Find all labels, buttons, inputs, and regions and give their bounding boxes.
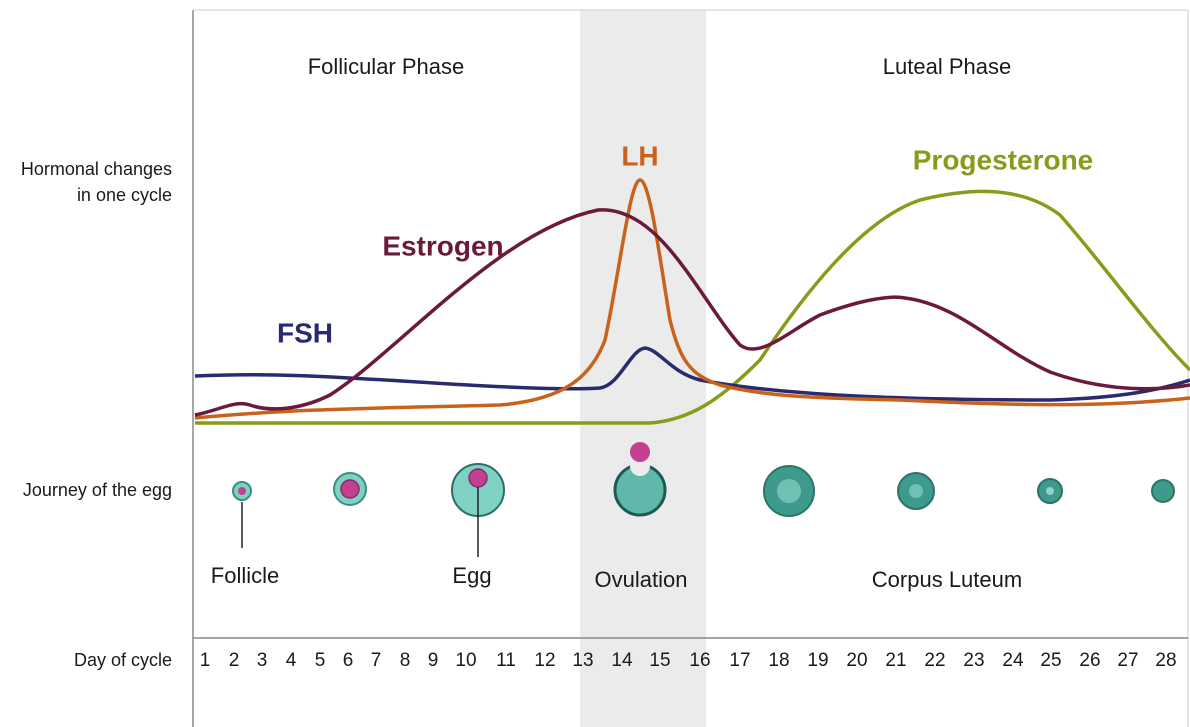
phase-label: Follicular Phase: [308, 54, 465, 79]
day-label: 19: [807, 650, 828, 671]
day-label: 22: [924, 650, 945, 671]
egg-label: Follicle: [211, 563, 279, 588]
day-label: 24: [1002, 650, 1024, 671]
day-label: 11: [496, 650, 516, 671]
day-label: 20: [846, 650, 867, 671]
row-label: Journey of the egg: [23, 480, 172, 500]
ovulation-band: [580, 10, 706, 727]
day-label: 21: [885, 650, 906, 671]
egg-label: Ovulation: [595, 567, 688, 592]
day-label: 2: [229, 650, 240, 671]
day-label: 18: [768, 650, 789, 671]
day-label: 3: [257, 650, 268, 671]
day-label: 17: [729, 650, 750, 671]
day-label: 27: [1117, 650, 1138, 671]
day-label: 26: [1079, 650, 1100, 671]
day-label: 5: [315, 650, 326, 671]
row-label: Day of cycle: [74, 650, 172, 670]
day-label: 23: [963, 650, 984, 671]
egg-label: Egg: [452, 563, 491, 588]
day-label: 9: [428, 650, 439, 671]
row-label: Hormonal changes: [21, 159, 172, 179]
day-label: 1: [200, 650, 211, 671]
day-label: 6: [343, 650, 354, 671]
day-label: 10: [455, 650, 476, 671]
day-label: 14: [611, 650, 633, 671]
day-label: 7: [371, 650, 382, 671]
day-label: 25: [1040, 650, 1061, 671]
day-label: 4: [286, 650, 297, 671]
row-label: in one cycle: [77, 185, 172, 205]
hormone-label: Progesterone: [913, 144, 1094, 175]
day-label: 16: [689, 650, 710, 671]
day-label: 12: [534, 650, 555, 671]
day-label: 15: [649, 650, 670, 671]
phase-label: Luteal Phase: [883, 54, 1011, 79]
day-label: 13: [572, 650, 593, 671]
hormone-label: Estrogen: [382, 230, 503, 261]
cycle-diagram: Follicular Phase Luteal Phase Hormonal c…: [0, 0, 1190, 727]
day-label: 28: [1155, 650, 1176, 671]
egg-label: Corpus Luteum: [872, 567, 1022, 592]
hormone-label: FSH: [277, 317, 333, 348]
hormone-label: LH: [621, 140, 658, 171]
day-label: 8: [400, 650, 411, 671]
